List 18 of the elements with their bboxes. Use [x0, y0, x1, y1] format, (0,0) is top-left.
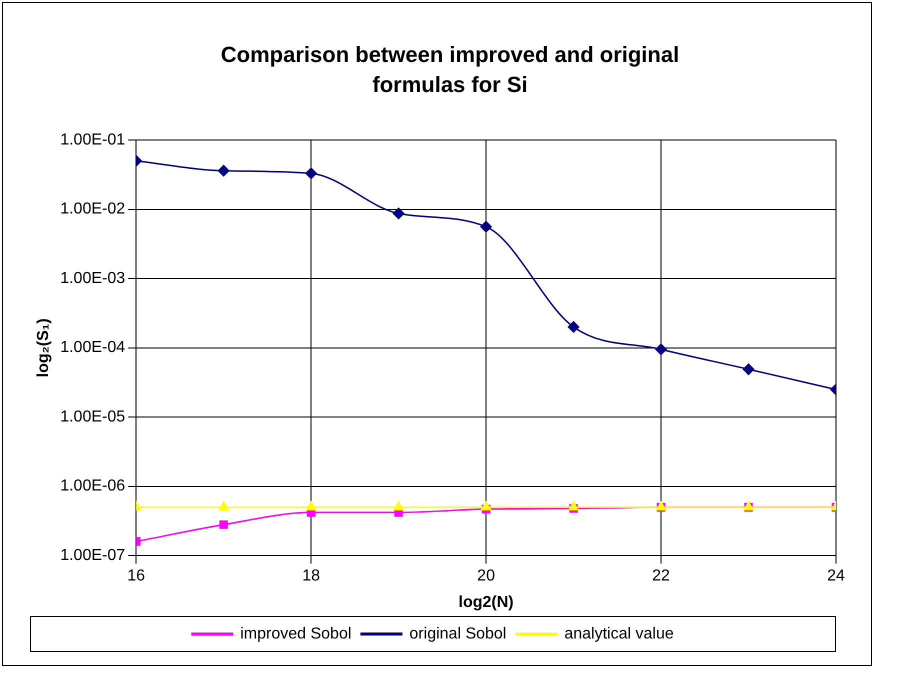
legend-label: original Sobol [409, 625, 506, 642]
y-tick-label: 1.00E-04 [60, 339, 126, 356]
x-tick-label: 22 [652, 568, 670, 585]
x-tick-label: 16 [127, 568, 146, 585]
x-tick-label: 24 [827, 568, 845, 585]
y-tick-label: 1.00E-02 [60, 200, 126, 218]
y-tick-label: 1.00E-07 [60, 547, 126, 564]
legend-label: improved Sobol [240, 625, 352, 642]
y-tick-label: 1.00E-01 [60, 131, 126, 148]
x-tick-label: 18 [302, 568, 320, 585]
y-axis-title: log₂(S₁) [35, 318, 52, 378]
x-axis-title: log2(N) [458, 594, 514, 611]
chart-title: Comparison between improved and original formulas for Si [220, 41, 680, 99]
x-tick-label: 20 [477, 568, 496, 585]
y-tick-label: 1.00E-05 [60, 408, 126, 426]
y-tick-label: 1.00E-03 [60, 270, 126, 287]
legend-label: analytical value [564, 625, 674, 642]
y-tick-label: 1.00E-06 [60, 478, 126, 495]
